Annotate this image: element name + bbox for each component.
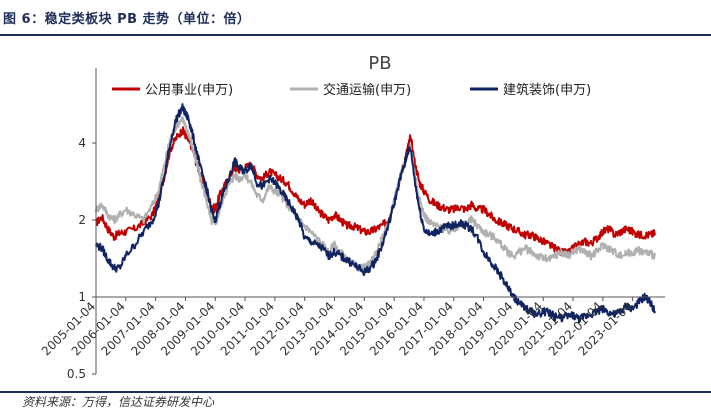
legend-label-2: 交通运输(申万) bbox=[323, 82, 411, 98]
chart-legend: 公用事业(申万) 交通运输(申万) 建筑装饰(申万) bbox=[112, 82, 591, 98]
y-axis: 0.5 1 2 4 bbox=[67, 68, 97, 381]
y-tick-label: 2 bbox=[78, 213, 86, 227]
series-line-3 bbox=[95, 103, 656, 323]
y-tick-label: 1 bbox=[78, 290, 86, 304]
legend-label-1: 公用事业(申万) bbox=[145, 83, 233, 98]
pb-line-chart: PB 公用事业(申万) 交通运输(申万) 建筑装饰(申万) 2005-01-0420… bbox=[39, 53, 665, 381]
y-tick-label: 0.5 bbox=[67, 367, 86, 381]
y-tick-label: 4 bbox=[78, 136, 86, 150]
figure-title: 图 6：稳定类板块 PB 走势（单位：倍） bbox=[3, 12, 251, 27]
source-note: 资料来源：万得，信达证券研发中心 bbox=[22, 395, 215, 409]
x-axis: 2005-01-042006-01-042007-01-042008-01-04… bbox=[39, 296, 665, 358]
top-rule bbox=[0, 34, 711, 36]
series-line-2 bbox=[95, 116, 656, 273]
legend-label-3: 建筑装饰(申万) bbox=[503, 82, 591, 98]
chart-title: PB bbox=[368, 53, 391, 74]
series-line-1 bbox=[95, 126, 656, 257]
bottom-rule bbox=[0, 391, 711, 393]
plot-area bbox=[95, 103, 656, 323]
